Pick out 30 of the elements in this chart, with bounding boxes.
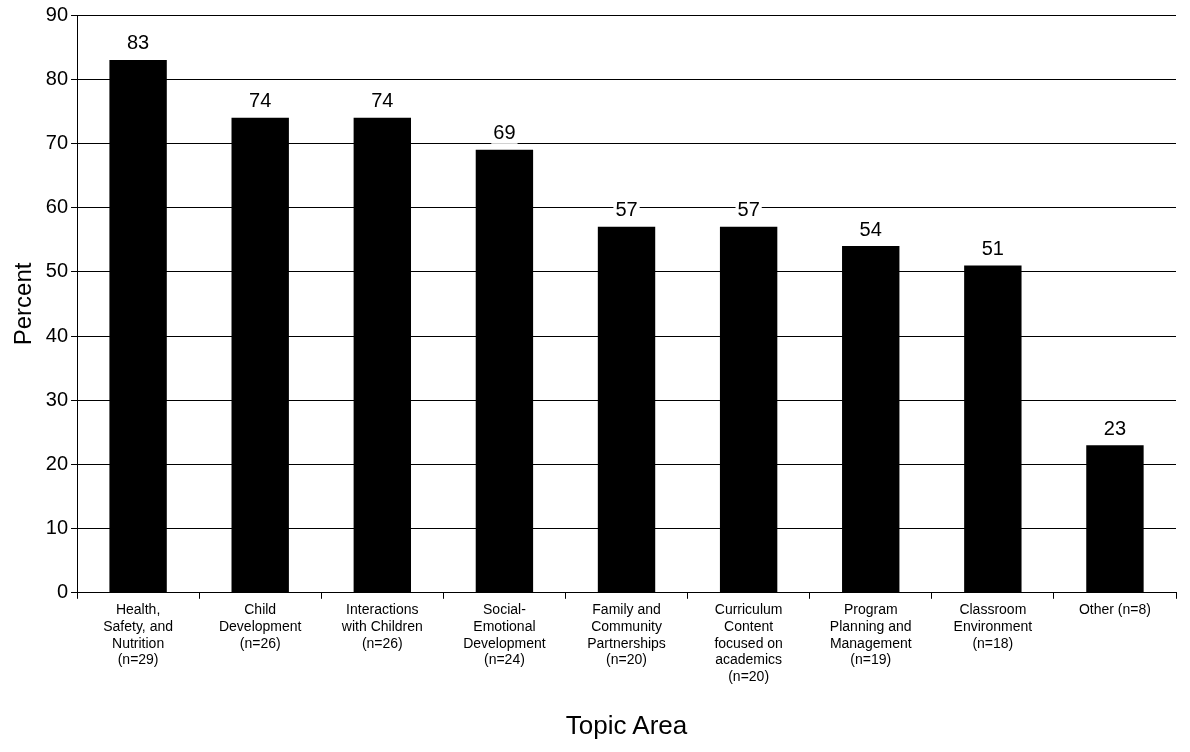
data-label: 51 <box>981 236 1004 259</box>
x-tick-label: Health, Safety, and Nutrition (n=29) <box>103 601 173 668</box>
x-tick-label: Curriculum Content focused on academics (n=20) <box>714 601 783 685</box>
x-tick-label: Classroom Environment (n=18) <box>953 601 1033 651</box>
data-label: 54 <box>859 217 882 240</box>
y-tick-label: 20 <box>45 451 69 474</box>
y-tick-label: 50 <box>45 259 69 282</box>
y-tick-label: 40 <box>45 323 69 346</box>
data-label: 83 <box>126 31 150 54</box>
x-tick-label: Interactions with Children (n=26) <box>340 601 423 651</box>
y-tick-label: 80 <box>45 66 69 89</box>
y-tick-label: 70 <box>45 130 69 153</box>
data-label: 74 <box>249 89 272 112</box>
x-tick-label: Other (n=8) <box>1078 601 1151 618</box>
x-axis-title: Topic Area <box>565 709 688 740</box>
y-tick-label: 0 <box>56 580 69 603</box>
y-axis-title: Percent <box>9 262 37 346</box>
y-tick-label: 90 <box>45 2 69 25</box>
y-tick-label: 30 <box>45 387 69 410</box>
x-tick-label: Family and Community Partnerships (n=20) <box>587 601 666 668</box>
x-tick-label: Program Planning and Management (n=19) <box>829 601 912 668</box>
data-label: 74 <box>371 89 394 112</box>
data-label: 69 <box>493 121 516 144</box>
data-label: 23 <box>1103 416 1127 439</box>
x-tick-label: Social- Emotional Development (n=24) <box>463 601 546 668</box>
data-label: 57 <box>737 198 760 221</box>
x-tick-label: Child Development (n=26) <box>218 601 302 651</box>
y-tick-label: 60 <box>45 195 69 218</box>
y-tick-label: 10 <box>45 516 69 539</box>
data-label: 57 <box>615 198 638 221</box>
